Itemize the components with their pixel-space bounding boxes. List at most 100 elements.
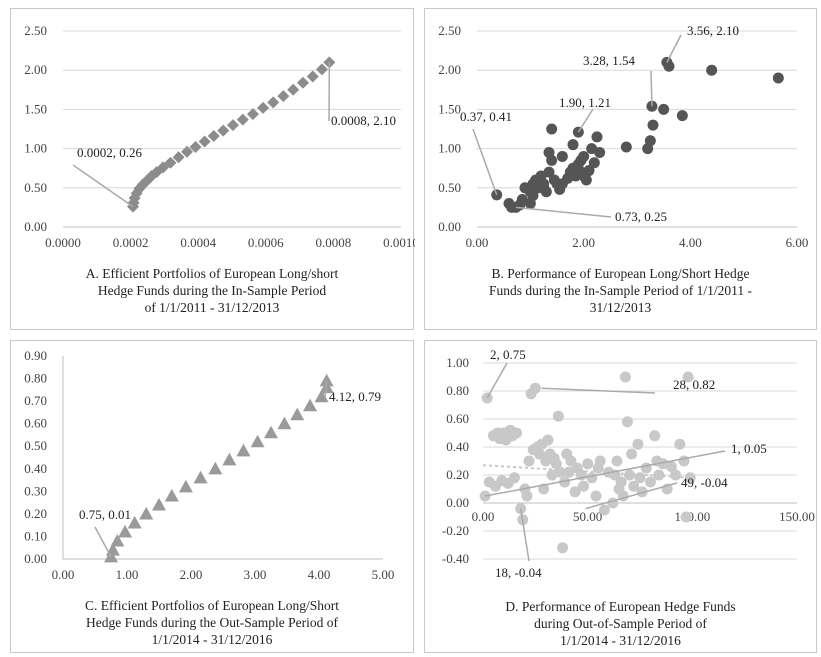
y-tick-label: 0.60 [446,411,469,426]
data-point [208,461,223,475]
y-tick-label: 2.50 [438,23,461,38]
data-point [246,108,259,121]
y-tick-label: 0.00 [438,219,461,234]
chart-a-plot: 0.00 0.50 1.00 1.50 2.00 2.50 0.0000 0.0002 0.00… [24,23,415,250]
data-point [139,506,154,520]
annotation-label: 0.0008, 2.10 [331,113,396,128]
annotation-label: 1, 0.05 [731,441,767,456]
data-point [680,511,692,523]
annotation-label: 3.56, 2.10 [687,23,739,38]
data-point [594,455,606,467]
data-point [306,70,319,83]
data-point [706,64,718,76]
data-point [523,455,535,467]
data-point [303,398,318,412]
chart-panel-a: 0.00 0.50 1.00 1.50 2.00 2.50 0.0000 0.0002 0.00… [10,8,415,330]
data-point [598,504,610,516]
data-point [491,189,503,201]
data-point [577,480,589,492]
data-point [319,373,334,387]
data-point [128,191,141,204]
annotation-label: 3.28, 1.54 [583,53,636,68]
y-tick-label: 1.00 [438,141,461,156]
y-tick-label: 0.50 [24,438,47,453]
data-point [644,135,656,147]
data-point [670,469,682,481]
data-point [646,100,658,112]
data-point [632,438,644,450]
x-tick-label: 150.00 [779,509,815,524]
data-point [628,480,640,492]
data-point [189,141,202,154]
data-point [676,110,688,122]
data-point [569,486,581,498]
data-point [296,76,309,89]
y-tick-label: 2.50 [24,23,47,38]
chart-d-caption-line-2: during Out-of-Sample Period of [534,616,707,631]
data-point [207,130,220,143]
data-point [222,452,237,466]
chart-b-caption-line-2: Funds during the In-Sample Period of 1/1… [488,283,753,298]
data-point [264,425,278,439]
data-point [678,455,690,467]
data-point [198,135,211,148]
data-point [227,119,240,132]
x-tick-label: 0.00 [52,567,75,582]
y-tick-label: 0.40 [24,461,47,476]
data-point [546,123,558,135]
annotation-label: 18, -0.04 [495,565,542,580]
y-tick-label: 2.00 [24,62,47,77]
y-tick-label: -0.20 [442,523,469,538]
data-point [620,141,632,153]
chart-panel-d: -0.40 -0.20 0.00 0.20 0.40 0.60 0.80 1.00 0.00 50… [424,340,817,653]
y-tick-label: 0.30 [24,483,47,498]
y-tick-label: 0.10 [24,528,47,543]
x-tick-label: 2.00 [180,567,203,582]
data-point [529,382,541,394]
y-tick-label: 0.40 [446,439,469,454]
annotation-label: 1.90, 1.21 [559,95,611,110]
data-point [565,455,577,467]
x-tick-label: 1.00 [116,567,139,582]
data-point [591,131,603,143]
y-tick-label: 1.00 [24,141,47,156]
annotation-leader-line [472,128,498,196]
x-tick-label: 50.00 [573,509,602,524]
y-tick-label: 0.00 [24,219,47,234]
y-tick-label: 0.70 [24,393,47,408]
x-tick-label: 0.0004 [180,235,216,250]
x-tick-label: 0.0000 [45,235,81,250]
data-point [527,190,539,202]
chart-c-plot: 0.00 0.10 0.20 0.30 0.40 0.50 0.60 0.70 0.80 0.90… [24,348,395,582]
data-point [557,542,569,554]
data-point [157,161,170,174]
data-point [554,466,566,478]
chart-d-caption: D. Performance of European Hedge Funds d… [431,598,810,649]
data-point [290,407,305,421]
data-point [559,476,571,488]
chart-a-caption-line-2: Hedge Funds during the In-Sample Period [97,283,327,298]
x-tick-label: 5.00 [372,567,395,582]
data-point [257,101,270,114]
y-tick-label: 1.00 [446,355,469,370]
data-point [538,182,550,194]
chart-panel-c: 0.00 0.10 0.20 0.30 0.40 0.50 0.60 0.70 0.80 0.90… [10,340,414,653]
data-point [682,371,694,383]
chart-c-caption-line-3: 1/1/2014 - 31/12/2016 [151,632,273,647]
annotation-leader-line [486,362,508,399]
annotation-leader-line [484,450,726,497]
data-point [647,119,659,131]
chart-b-caption-line-3: 31/12/2013 [589,300,652,315]
data-point [314,389,329,403]
data-point [217,124,230,137]
y-tick-label: 0.80 [24,371,47,386]
data-point [621,416,633,428]
data-point [653,469,665,481]
data-point [594,147,606,159]
data-point [508,472,520,484]
chart-c-caption-line-1: C. Efficient Portfolios of European Long… [85,598,339,613]
data-point [658,103,670,115]
data-point [164,156,177,169]
annotation-label: 28, 0.82 [673,377,715,392]
chart-b-caption-line-1: B. Performance of European Long/Short He… [491,266,750,281]
